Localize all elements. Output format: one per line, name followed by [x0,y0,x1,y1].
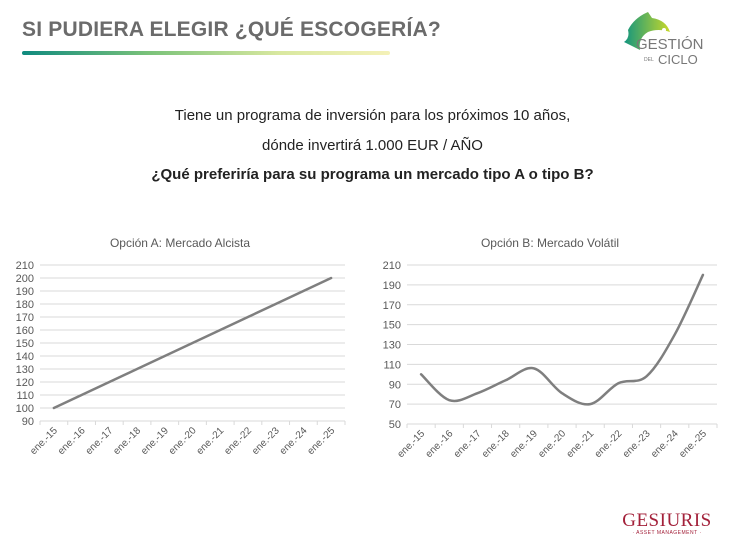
y-tick-label: 120 [16,377,34,389]
brand-subtitle: · ASSET MANAGEMENT · [632,530,702,536]
gestion-del-ciclo-logo: GESTIÓN DEL CICLO [618,10,718,70]
y-tick-label: 50 [389,419,401,431]
x-tick-label: ene.-23 [250,425,282,457]
chart-option-b: Opción B: Mercado Volátil 50 70 90 110 130 150… [383,236,718,460]
y-tick-label: 90 [389,379,401,391]
chart-title: Opción B: Mercado Volátil [481,236,619,250]
brand-name: GESIURIS [622,510,712,531]
y-tick-label: 170 [16,312,34,324]
x-tick-label: ene.-25 [305,425,337,457]
x-tick-label: ene.-24 [278,425,310,457]
logo-text-del: DEL [644,57,654,63]
y-tick-label: 130 [383,340,401,352]
chart-option-a: Opción A: Mercado Alcista901001101201301… [16,236,346,457]
x-tick-label: ene.-15 [395,428,427,460]
chameleon-icon [624,12,670,50]
y-tick-label: 160 [16,325,34,337]
y-tick-label: 190 [16,286,34,298]
y-tick-label: 180 [16,299,34,311]
x-tick-label: ene.-21 [565,428,597,460]
x-tick-label: ene.-19 [508,428,540,460]
logo-text-gestion: GESTIÓN [636,36,704,53]
x-tick-label: ene.-15 [28,425,60,457]
y-tick-label: 210 [16,260,34,272]
x-tick-label: ene.-16 [56,425,88,457]
title-underline [22,51,390,55]
question: ¿Qué preferiría para su programa un merc… [151,166,594,183]
x-tick-label: ene.-20 [167,425,199,457]
chart-title: Opción A: Mercado Alcista [110,236,250,250]
x-tick-label: ene.-18 [480,428,512,460]
page-title: SI PUDIERA ELEGIR ¿QUÉ ESCOGERÍA? [22,18,441,41]
y-tick-label: 170 [383,300,401,312]
x-tick-label: ene.-17 [84,425,116,457]
y-tick-label: 150 [383,320,401,332]
intro-line-1: Tiene un programa de inversión para los … [174,107,571,124]
x-tick-label: ene.-18 [111,425,143,457]
y-tick-label: 150 [16,338,34,350]
gesiuris-logo: GESIURIS · ASSET MANAGEMENT · [617,510,717,536]
y-tick-label: 110 [383,359,401,371]
y-tick-label: 70 [389,399,401,411]
y-tick-label: 210 [383,260,401,272]
y-tick-label: 100 [16,403,34,415]
x-tick-label: ene.-21 [195,425,227,457]
x-tick-label: ene.-22 [222,425,254,457]
x-tick-label: ene.-19 [139,425,171,457]
x-tick-label: ene.-25 [677,428,709,460]
intro-line-2: dónde invertirá 1.000 EUR / AÑO [262,137,483,154]
series-line [419,273,705,406]
x-tick-label: ene.-22 [593,428,625,460]
y-tick-label: 130 [16,364,34,376]
logo-text-ciclo: CICLO [658,52,698,67]
y-tick-label: 90 [22,416,34,428]
x-tick-label: ene.-23 [621,428,653,460]
x-tick-label: ene.-16 [424,428,456,460]
y-tick-label: 110 [16,390,34,402]
x-tick-label: ene.-20 [536,428,568,460]
y-tick-label: 140 [16,351,34,363]
y-tick-label: 200 [16,273,34,285]
x-tick-label: ene.-17 [452,428,484,460]
y-tick-label: 190 [383,280,401,292]
x-tick-label: ene.-24 [649,428,681,460]
